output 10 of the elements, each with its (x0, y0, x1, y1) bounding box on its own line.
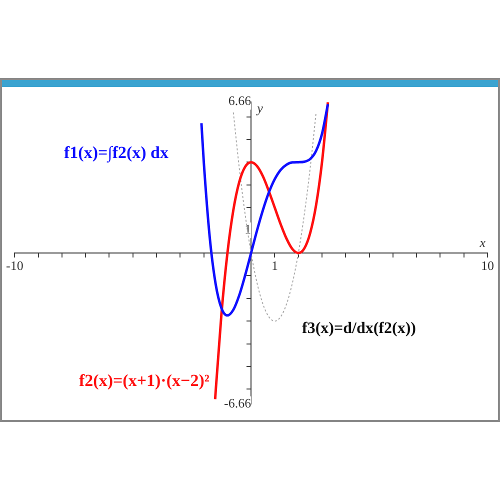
y-tick-label: 6.66 (228, 93, 252, 108)
series-label: f2(x)=(x+1)·(x−2)² (79, 371, 210, 391)
x-tick-label: 1 (271, 258, 278, 274)
x-tick-label: 10 (481, 258, 494, 274)
x-tick-label: -10 (6, 258, 24, 274)
series-label: f3(x)=d/dx(f2(x)) (302, 320, 416, 338)
text: f1(x)=∫f2(x) dx (64, 143, 169, 163)
x-axis-title: x (478, 234, 486, 250)
y-axis-title: y (255, 100, 264, 116)
y-tick-label: -6.66 (224, 396, 252, 411)
